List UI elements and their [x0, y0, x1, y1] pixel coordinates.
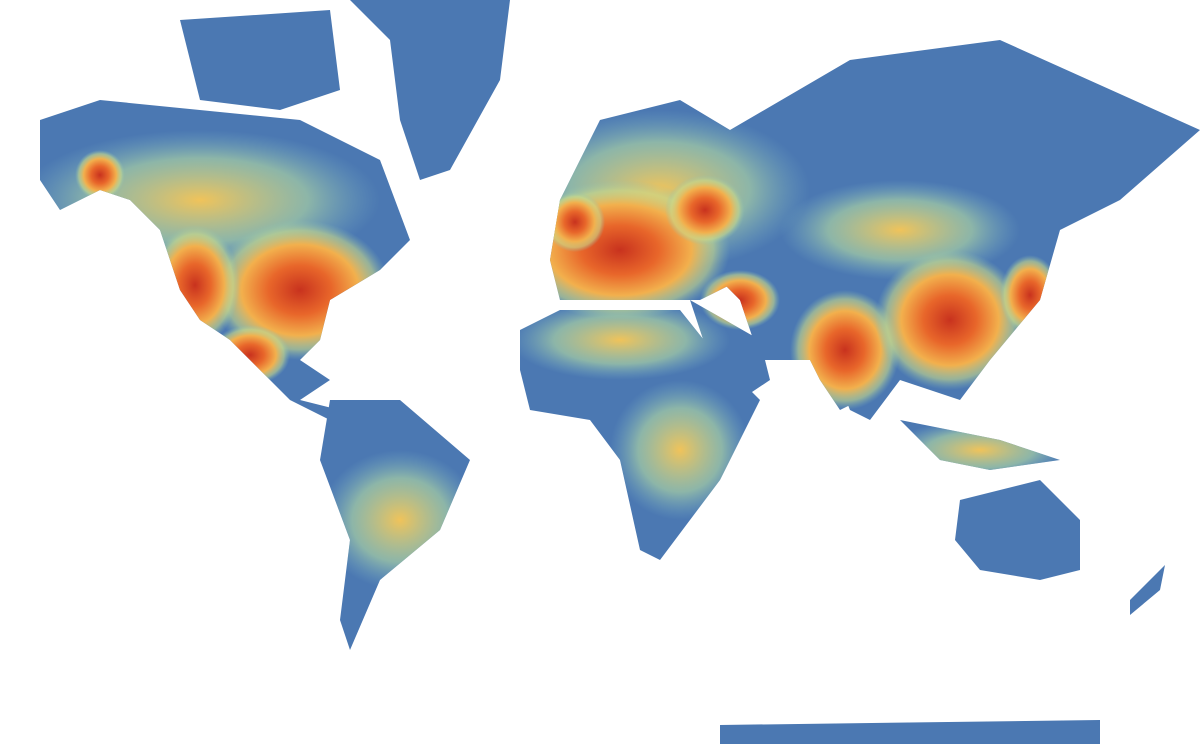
page — [40, 0, 1200, 744]
land — [40, 0, 1200, 744]
world-map — [40, 0, 1200, 744]
